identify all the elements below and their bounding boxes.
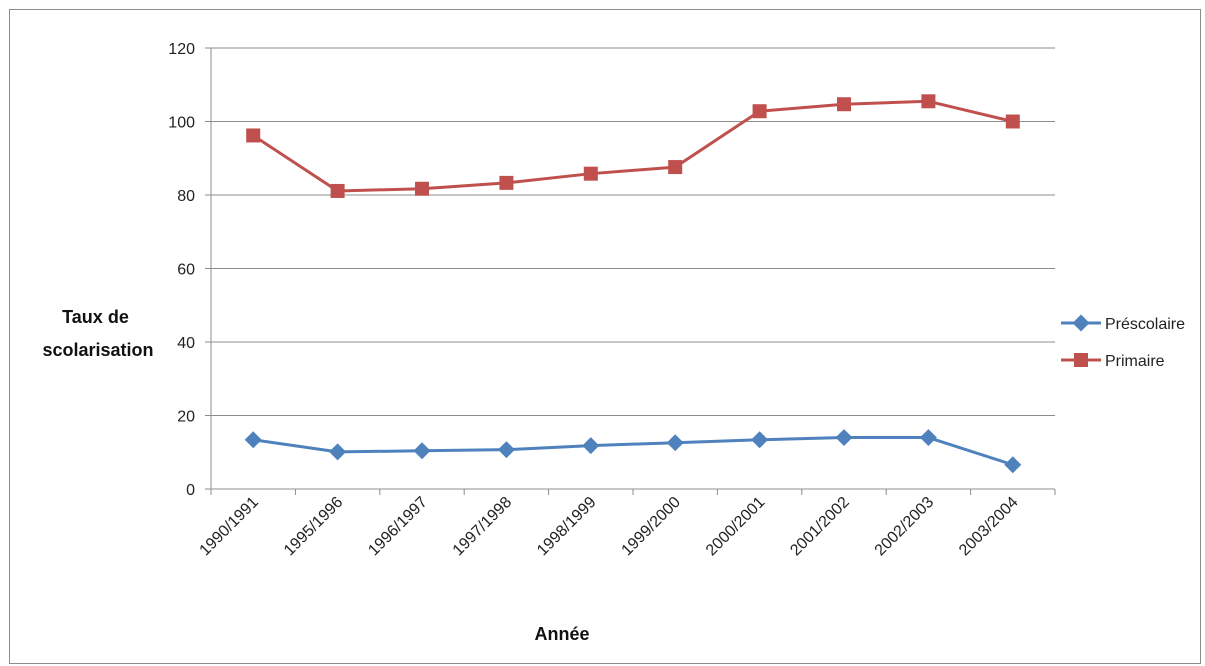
y-tick-label: 120	[168, 41, 195, 58]
legend-label-prescolaire: Préscolaire	[1105, 316, 1185, 333]
data-point	[837, 97, 851, 112]
x-tick-label: 1990/1991	[197, 494, 263, 560]
legend-marker-primaire	[1074, 353, 1088, 367]
data-point	[1005, 114, 1020, 129]
gridlines	[211, 47, 1055, 416]
x-tick-label: 1998/1999	[534, 494, 600, 560]
x-tick-labels: 1990/1991 1995/1996 1996/1997 1997/1998 1998…	[197, 494, 1022, 560]
data-point	[751, 431, 769, 449]
data-point	[413, 442, 431, 460]
data-point	[329, 443, 347, 461]
data-point	[835, 429, 853, 447]
data-point	[666, 434, 684, 452]
data-point	[246, 128, 261, 143]
series-primaire	[246, 94, 1020, 198]
legend-item-primaire: Primaire	[1061, 353, 1165, 370]
x-tick-label: 1997/1998	[450, 494, 516, 560]
data-point	[668, 160, 683, 175]
legend: Préscolaire Primaire	[1061, 314, 1185, 370]
data-point	[752, 104, 767, 119]
data-point	[415, 181, 429, 196]
data-point	[1004, 456, 1022, 474]
y-tick-label: 40	[177, 335, 195, 352]
data-point	[497, 441, 515, 459]
x-tick-label: 2003/2004	[956, 494, 1022, 560]
x-axis-title: Année	[534, 624, 589, 644]
series-line	[252, 436, 1014, 467]
legend-item-prescolaire: Préscolaire	[1061, 314, 1185, 333]
data-point	[499, 175, 514, 190]
data-point	[921, 94, 936, 109]
data-point	[330, 183, 345, 198]
x-tick-label: 2002/2003	[872, 494, 938, 560]
y-tick-label: 20	[177, 409, 195, 426]
x-tick-label: 1996/1997	[365, 494, 431, 560]
y-axis-title: Taux de scolarisation	[42, 307, 153, 360]
axes	[205, 47, 1056, 495]
series-prescolaire	[244, 429, 1022, 474]
series-line	[252, 99, 1014, 193]
y-tick-labels: 0 20 40 60 80 100 120	[168, 41, 195, 499]
y-tick-label: 60	[177, 262, 195, 279]
data-point	[582, 437, 600, 455]
y-axis-title-line-2: scolarisation	[42, 340, 153, 360]
y-tick-label: 80	[177, 188, 195, 205]
x-tick-label: 2000/2001	[703, 494, 769, 560]
x-tick-label: 2001/2002	[787, 494, 853, 560]
y-axis-title-line-1: Taux de	[62, 307, 129, 327]
y-tick-label: 100	[168, 115, 195, 132]
y-tick-label: 0	[186, 482, 195, 499]
x-tick-label: 1999/2000	[619, 494, 685, 560]
data-point	[919, 429, 937, 447]
legend-label-primaire: Primaire	[1105, 353, 1165, 370]
data-point	[583, 166, 598, 181]
x-tick-label: 1995/1996	[281, 494, 347, 560]
legend-marker-prescolaire	[1072, 314, 1090, 332]
data-point	[244, 431, 262, 449]
series-layer	[244, 94, 1022, 474]
